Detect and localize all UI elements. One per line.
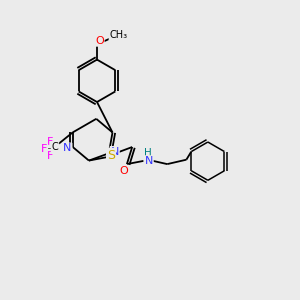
- Text: S: S: [107, 149, 115, 162]
- Text: F: F: [47, 151, 53, 161]
- Text: O: O: [119, 166, 128, 176]
- Text: C: C: [52, 142, 58, 152]
- Text: N: N: [110, 147, 119, 157]
- Text: F: F: [47, 137, 53, 148]
- Text: O: O: [95, 36, 104, 46]
- Text: H: H: [144, 148, 152, 158]
- Text: CH₃: CH₃: [110, 31, 128, 40]
- Text: F: F: [41, 144, 47, 154]
- Text: N: N: [63, 143, 71, 153]
- Text: N: N: [145, 156, 153, 166]
